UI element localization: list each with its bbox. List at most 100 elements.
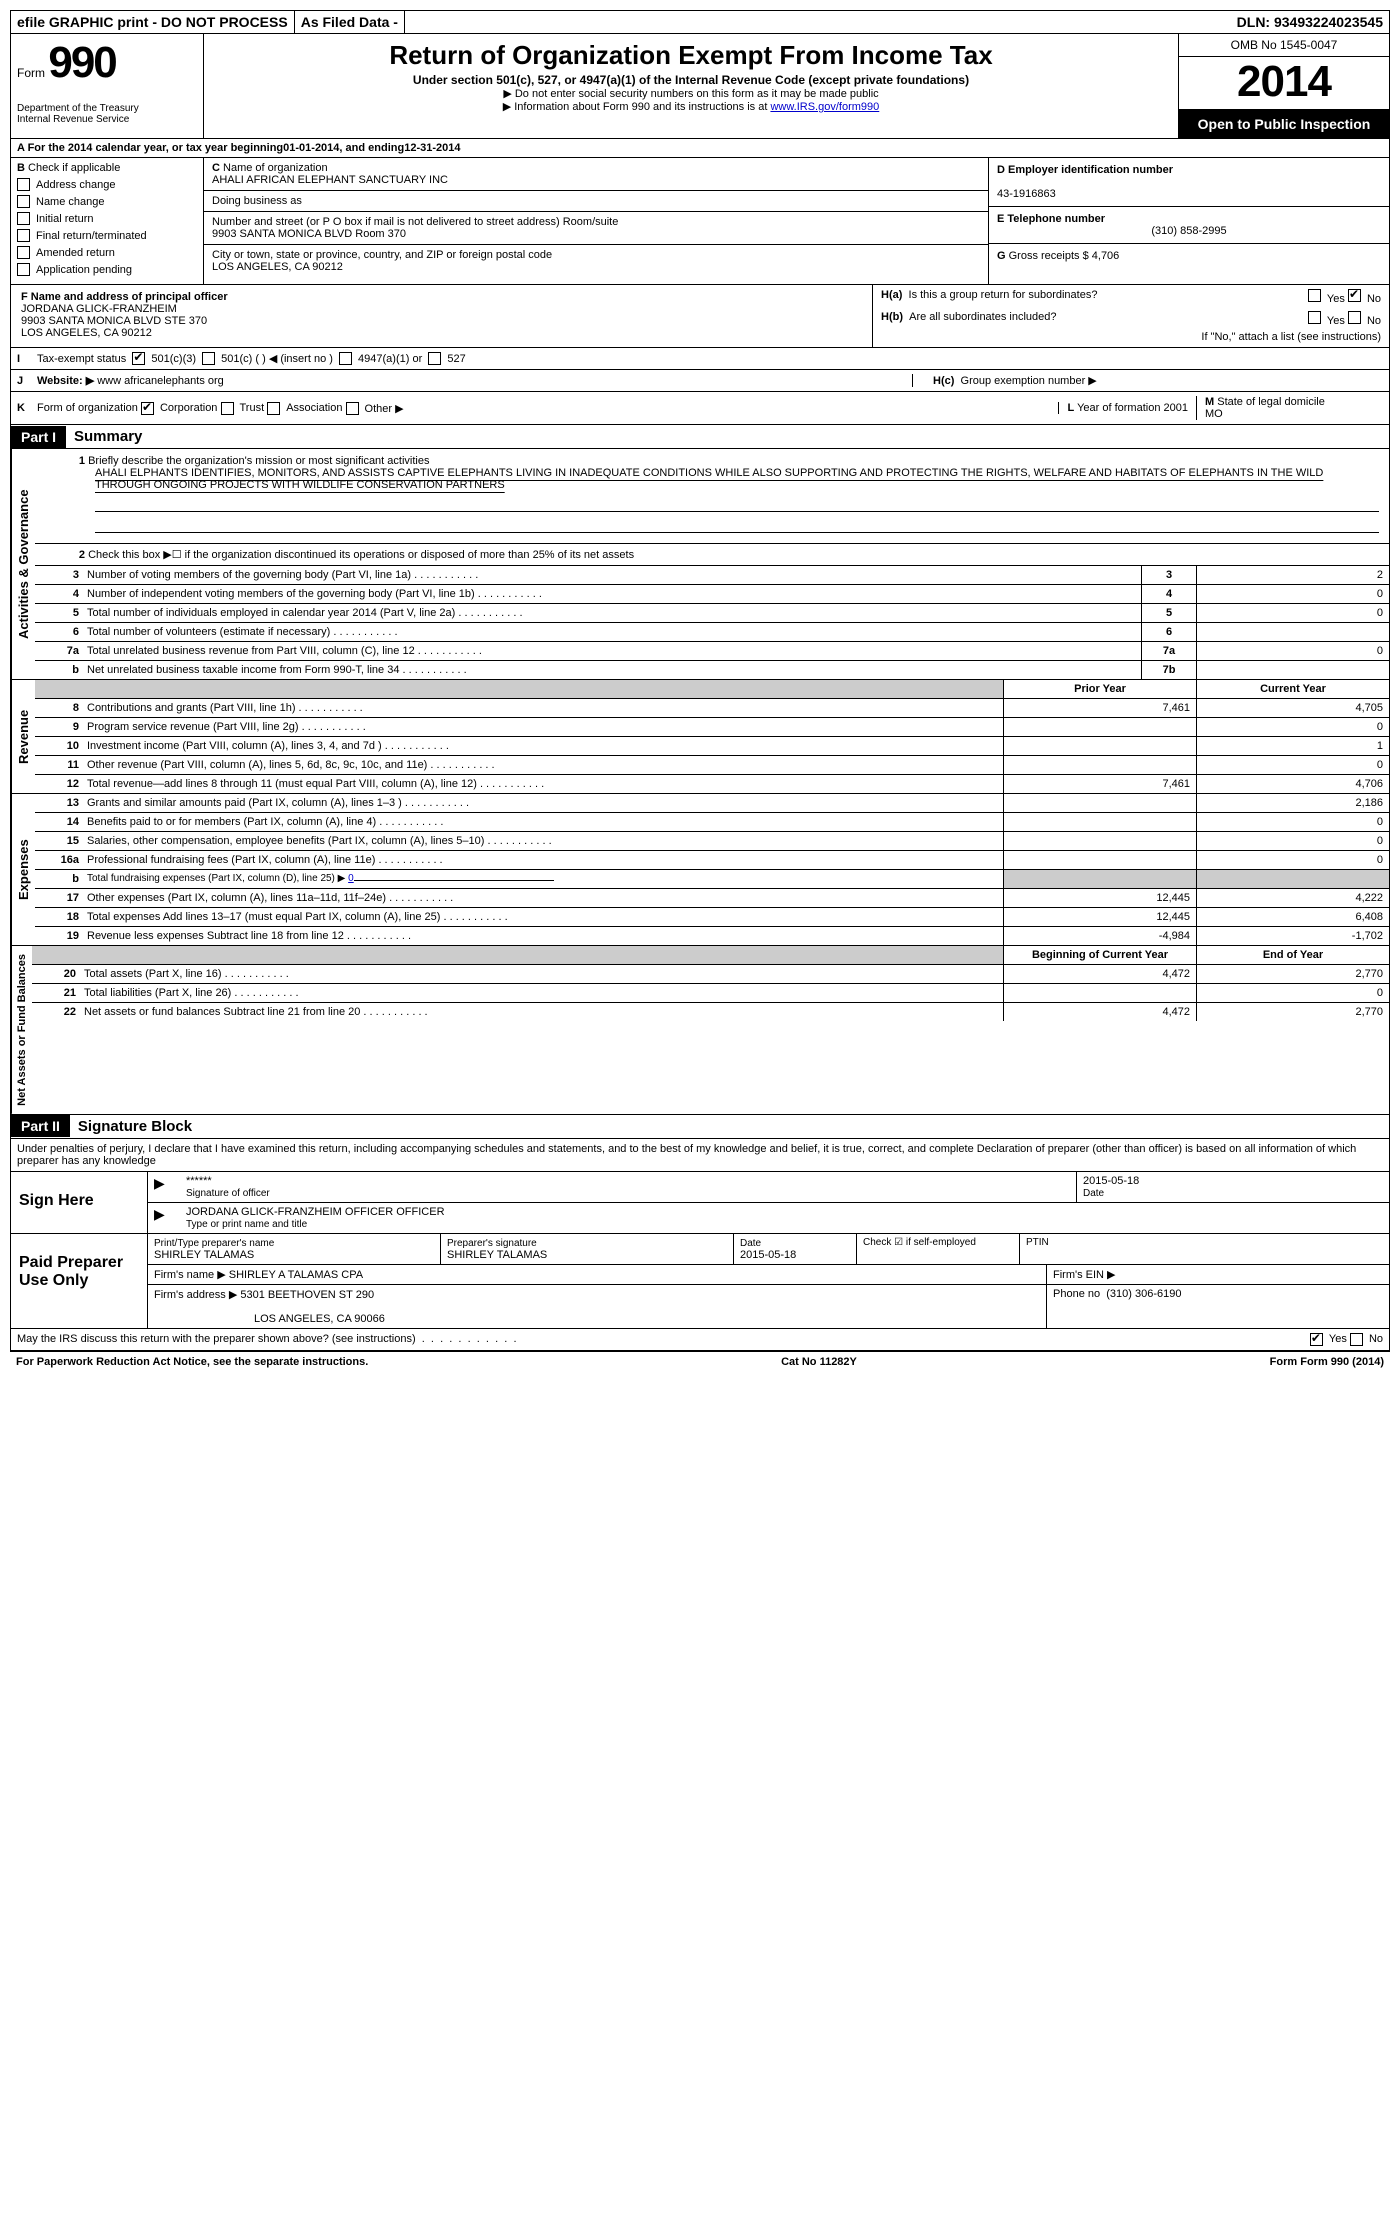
- section-i-tax-status: I Tax-exempt status 501(c)(3) 501(c) ( )…: [11, 348, 1389, 370]
- name-change-checkbox[interactable]: [17, 195, 30, 208]
- header-right: OMB No 1545-0047 2014 Open to Public Ins…: [1178, 34, 1389, 138]
- trust-checkbox[interactable]: [221, 402, 234, 415]
- form-subtitle: Under section 501(c), 527, or 4947(a)(1)…: [212, 73, 1170, 87]
- corp-checkbox[interactable]: [141, 402, 154, 415]
- app-pending-checkbox[interactable]: [17, 263, 30, 276]
- discuss-no-checkbox[interactable]: [1350, 1333, 1363, 1346]
- revenue-section: Revenue Prior Year Current Year 8 Contri…: [11, 680, 1389, 794]
- form-title: Return of Organization Exempt From Incom…: [212, 40, 1170, 71]
- dba-label: Doing business as: [212, 195, 302, 207]
- org-city: LOS ANGELES, CA 90212: [212, 261, 343, 273]
- sign-here-block: Sign Here ▶ ****** Signature of officer …: [11, 1172, 1389, 1234]
- firm-addr1: 5301 BEETHOVEN ST 290: [240, 1289, 374, 1301]
- discuss-yes-checkbox[interactable]: [1310, 1333, 1323, 1346]
- na-line-20: 20 Total assets (Part X, line 16) 4,472 …: [32, 965, 1389, 984]
- header-left: Form 990 Department of the Treasury Inte…: [11, 34, 204, 138]
- principal-officer: F Name and address of principal officer …: [11, 285, 872, 345]
- part-2-header-row: Part II Signature Block: [11, 1115, 1389, 1139]
- mission-question: 1 Briefly describe the organization's mi…: [35, 449, 1389, 544]
- catalog-number: Cat No 11282Y: [781, 1356, 857, 1368]
- part-1-header-row: Part I Summary: [11, 425, 1389, 449]
- firm-name: SHIRLEY A TALAMAS CPA: [229, 1269, 363, 1281]
- activities-governance: Activities & Governance 1 Briefly descri…: [11, 449, 1389, 680]
- part-2-label: Part II: [11, 1115, 70, 1137]
- hb-no-checkbox[interactable]: [1348, 311, 1361, 324]
- sign-here-label: Sign Here: [11, 1172, 148, 1233]
- header-center: Return of Organization Exempt From Incom…: [204, 34, 1178, 138]
- phone-label: E Telephone number: [997, 213, 1105, 225]
- initial-return-checkbox[interactable]: [17, 212, 30, 225]
- discontinued-question: 2 Check this box ▶☐ if the organization …: [35, 544, 1389, 566]
- exp-line-15: 15 Salaries, other compensation, employe…: [35, 832, 1389, 851]
- tax-year: 2014: [1179, 57, 1389, 110]
- omb-number: OMB No 1545-0047: [1179, 34, 1389, 57]
- exp-line-14: 14 Benefits paid to or for members (Part…: [35, 813, 1389, 832]
- hb-yes-checkbox[interactable]: [1308, 311, 1321, 324]
- pra-notice: For Paperwork Reduction Act Notice, see …: [16, 1356, 368, 1368]
- form-990-container: efile GRAPHIC print - DO NOT PROCESS As …: [10, 10, 1390, 1352]
- assoc-checkbox[interactable]: [267, 402, 280, 415]
- 4947-checkbox[interactable]: [339, 352, 352, 365]
- begin-end-header: Beginning of Current Year End of Year: [32, 946, 1389, 965]
- exp-line-b: b Total fundraising expenses (Part IX, c…: [35, 870, 1389, 889]
- top-bar: efile GRAPHIC print - DO NOT PROCESS As …: [11, 11, 1389, 34]
- revenue-label: Revenue: [11, 680, 35, 793]
- gov-line-4: 4 Number of independent voting members o…: [35, 585, 1389, 604]
- final-return-checkbox[interactable]: [17, 229, 30, 242]
- as-filed: As Filed Data -: [295, 11, 405, 33]
- part-1-title: Summary: [66, 425, 150, 448]
- dln: DLN: 93493224023545: [1231, 11, 1389, 33]
- rev-line-9: 9 Program service revenue (Part VIII, li…: [35, 718, 1389, 737]
- amended-checkbox[interactable]: [17, 246, 30, 259]
- ein-value: 43-1916863: [997, 188, 1056, 200]
- self-employed-check: Check ☑ if self-employed: [863, 1237, 976, 1248]
- exp-line-18: 18 Total expenses Add lines 13–17 (must …: [35, 908, 1389, 927]
- rev-line-11: 11 Other revenue (Part VIII, column (A),…: [35, 756, 1389, 775]
- rev-line-12: 12 Total revenue—add lines 8 through 11 …: [35, 775, 1389, 793]
- rev-line-8: 8 Contributions and grants (Part VIII, l…: [35, 699, 1389, 718]
- paid-preparer-block: Paid Preparer Use Only Print/Type prepar…: [11, 1234, 1389, 1329]
- exp-line-19: 19 Revenue less expenses Subtract line 1…: [35, 927, 1389, 945]
- 501c-checkbox[interactable]: [202, 352, 215, 365]
- part-1-label: Part I: [11, 426, 66, 448]
- exp-line-13: 13 Grants and similar amounts paid (Part…: [35, 794, 1389, 813]
- netassets-label: Net Assets or Fund Balances: [11, 946, 32, 1114]
- preparer-date: 2015-05-18: [740, 1249, 796, 1261]
- form-number: 990: [48, 38, 115, 87]
- dept-treasury: Department of the Treasury: [17, 103, 197, 114]
- signature-stars: ******: [186, 1175, 212, 1187]
- year-formation: 2001: [1164, 402, 1188, 414]
- net-assets-section: Net Assets or Fund Balances Beginning of…: [11, 946, 1389, 1115]
- ein-label: D Employer identification number: [997, 164, 1173, 176]
- form-header: Form 990 Department of the Treasury Inte…: [11, 34, 1389, 139]
- na-line-21: 21 Total liabilities (Part X, line 26) 0: [32, 984, 1389, 1003]
- gov-line-3: 3 Number of voting members of the govern…: [35, 566, 1389, 585]
- 527-checkbox[interactable]: [428, 352, 441, 365]
- paid-preparer-label: Paid Preparer Use Only: [11, 1234, 148, 1328]
- preparer-phone: (310) 306-6190: [1106, 1288, 1181, 1300]
- page-footer: For Paperwork Reduction Act Notice, see …: [10, 1352, 1390, 1372]
- phone-value: (310) 858-2995: [1151, 225, 1226, 237]
- irs-link[interactable]: www.IRS.gov/form990: [770, 101, 879, 113]
- section-j-website: J Website: ▶ www africanelephants org H(…: [11, 370, 1389, 392]
- ha-yes-checkbox[interactable]: [1308, 289, 1321, 302]
- entity-right: D Employer identification number 43-1916…: [988, 158, 1389, 284]
- section-c: C Name of organization AHALI AFRICAN ELE…: [204, 158, 988, 284]
- ha-no-checkbox[interactable]: [1348, 289, 1361, 302]
- entity-section: B Check if applicable Address change Nam…: [11, 158, 1389, 285]
- perjury-declaration: Under penalties of perjury, I declare th…: [11, 1139, 1389, 1172]
- mission-statement: AHALI ELPHANTS IDENTIFIES, MONITORS, AND…: [95, 467, 1379, 491]
- firm-addr2: LOS ANGELES, CA 90066: [154, 1313, 385, 1325]
- activities-label: Activities & Governance: [11, 449, 35, 679]
- exp-line-16a: 16a Professional fundraising fees (Part …: [35, 851, 1389, 870]
- public-inspection: Open to Public Inspection: [1179, 110, 1389, 138]
- sign-date: 2015-05-18: [1083, 1175, 1139, 1187]
- address-change-checkbox[interactable]: [17, 178, 30, 191]
- part-2-title: Signature Block: [70, 1115, 200, 1138]
- 501c3-checkbox[interactable]: [132, 352, 145, 365]
- other-checkbox[interactable]: [346, 402, 359, 415]
- gov-line-7a: 7a Total unrelated business revenue from…: [35, 642, 1389, 661]
- rev-line-10: 10 Investment income (Part VIII, column …: [35, 737, 1389, 756]
- form-label: Form: [17, 66, 45, 80]
- irs-label: Internal Revenue Service: [17, 114, 197, 125]
